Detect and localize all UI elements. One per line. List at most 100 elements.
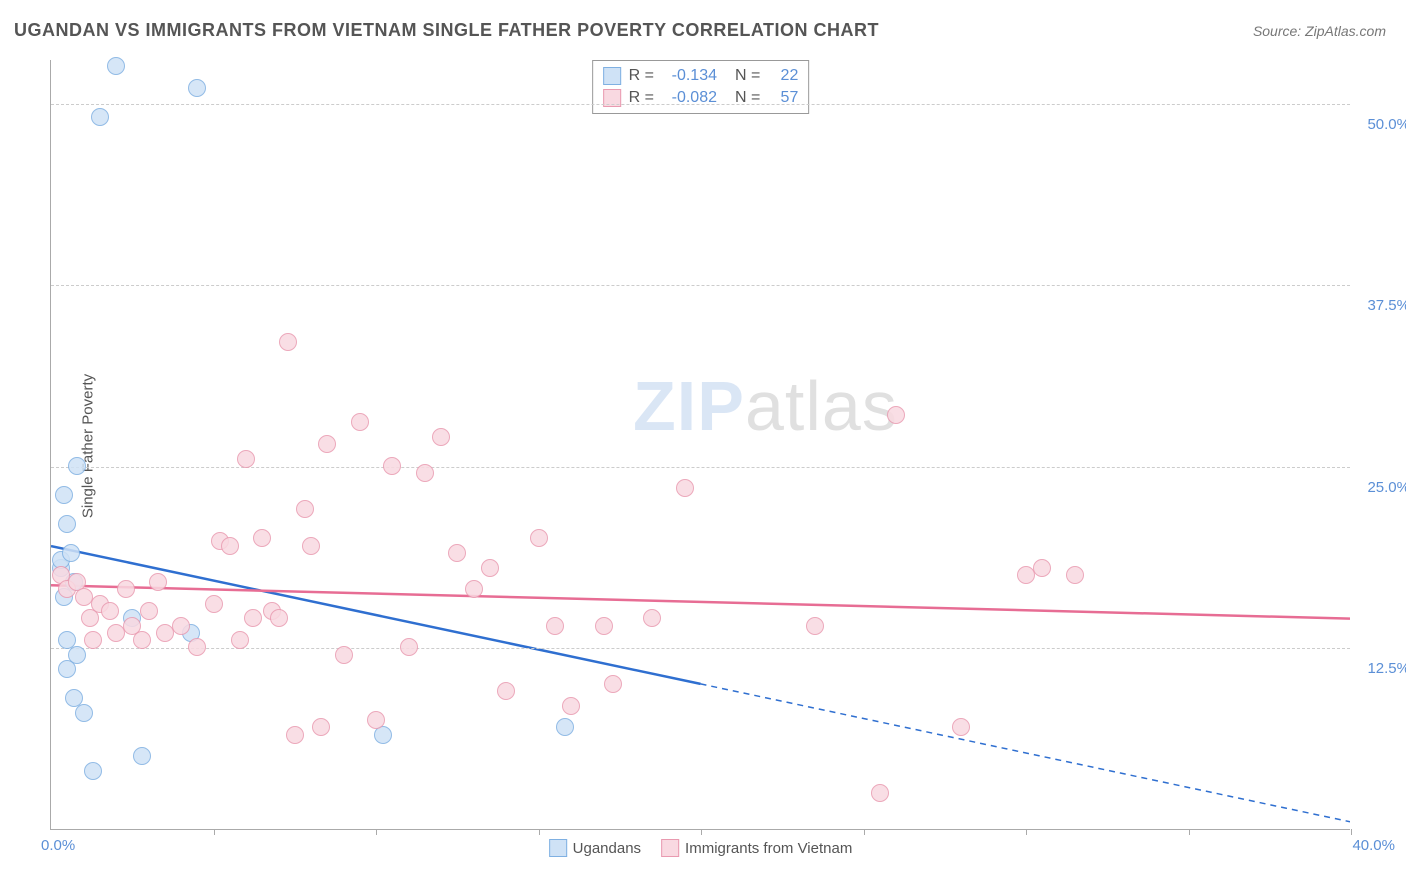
stats-legend-box: R = -0.134 N = 22 R = -0.082 N = 57 <box>592 60 810 114</box>
data-point <box>237 450 255 468</box>
data-point <box>302 537 320 555</box>
data-point <box>221 537 239 555</box>
legend-label-1: Ugandans <box>573 840 641 857</box>
data-point <box>84 631 102 649</box>
data-point <box>806 617 824 635</box>
gridline <box>51 104 1350 105</box>
watermark-atlas: atlas <box>745 367 898 445</box>
chart-title: UGANDAN VS IMMIGRANTS FROM VIETNAM SINGL… <box>14 20 879 41</box>
data-point <box>546 617 564 635</box>
data-point <box>62 544 80 562</box>
x-tick <box>376 829 377 835</box>
x-tick <box>539 829 540 835</box>
plot-area: ZIPatlas R = -0.134 N = 22 R = -0.082 N … <box>50 60 1350 830</box>
r-label-1: R = <box>629 67 654 85</box>
data-point <box>296 500 314 518</box>
r-value-1: -0.134 <box>662 67 717 85</box>
data-point <box>335 646 353 664</box>
data-point <box>58 660 76 678</box>
data-point <box>448 544 466 562</box>
watermark: ZIPatlas <box>633 366 898 446</box>
data-point <box>952 718 970 736</box>
x-axis-start-label: 0.0% <box>41 837 75 854</box>
legend-item-1: Ugandans <box>549 839 641 857</box>
data-point <box>68 457 86 475</box>
watermark-zip: ZIP <box>633 367 745 445</box>
data-point <box>367 711 385 729</box>
data-point <box>595 617 613 635</box>
data-point <box>416 464 434 482</box>
data-point <box>481 559 499 577</box>
data-point <box>556 718 574 736</box>
y-tick-label: 12.5% <box>1367 660 1406 677</box>
data-point <box>351 413 369 431</box>
data-point <box>133 631 151 649</box>
data-point <box>156 624 174 642</box>
stats-row-2: R = -0.082 N = 57 <box>603 87 799 109</box>
x-tick <box>864 829 865 835</box>
swatch-series-1 <box>603 67 621 85</box>
data-point <box>91 108 109 126</box>
data-point <box>1066 566 1084 584</box>
data-point <box>312 718 330 736</box>
x-tick <box>1351 829 1352 835</box>
data-point <box>279 333 297 351</box>
legend-swatch-2 <box>661 839 679 857</box>
x-tick <box>1026 829 1027 835</box>
x-tick <box>701 829 702 835</box>
x-axis-end-label: 40.0% <box>1352 837 1395 854</box>
data-point <box>465 580 483 598</box>
n-label-1: N = <box>735 67 760 85</box>
data-point <box>530 529 548 547</box>
data-point <box>101 602 119 620</box>
data-point <box>383 457 401 475</box>
x-tick <box>1189 829 1190 835</box>
data-point <box>432 428 450 446</box>
data-point <box>676 479 694 497</box>
data-point <box>117 580 135 598</box>
data-point <box>253 529 271 547</box>
legend-item-2: Immigrants from Vietnam <box>661 839 852 857</box>
stats-row-1: R = -0.134 N = 22 <box>603 65 799 87</box>
data-point <box>244 609 262 627</box>
data-point <box>140 602 158 620</box>
y-tick-label: 50.0% <box>1367 116 1406 133</box>
data-point <box>84 762 102 780</box>
data-point <box>107 57 125 75</box>
data-point <box>231 631 249 649</box>
data-point <box>1033 559 1051 577</box>
y-tick-label: 37.5% <box>1367 297 1406 314</box>
data-point <box>58 515 76 533</box>
data-point <box>497 682 515 700</box>
data-point <box>172 617 190 635</box>
source-label: Source: ZipAtlas.com <box>1253 23 1386 39</box>
data-point <box>188 638 206 656</box>
data-point <box>149 573 167 591</box>
data-point <box>871 784 889 802</box>
trendlines-svg <box>51 60 1350 829</box>
data-point <box>75 704 93 722</box>
data-point <box>400 638 418 656</box>
data-point <box>887 406 905 424</box>
x-tick <box>214 829 215 835</box>
legend-swatch-1 <box>549 839 567 857</box>
data-point <box>643 609 661 627</box>
data-point <box>270 609 288 627</box>
chart-header: UGANDAN VS IMMIGRANTS FROM VIETNAM SINGL… <box>14 20 1386 41</box>
data-point <box>1017 566 1035 584</box>
data-point <box>188 79 206 97</box>
gridline <box>51 648 1350 649</box>
data-point <box>604 675 622 693</box>
data-point <box>55 486 73 504</box>
data-point <box>286 726 304 744</box>
n-value-1: 22 <box>768 67 798 85</box>
data-point <box>205 595 223 613</box>
bottom-legend: Ugandans Immigrants from Vietnam <box>549 839 853 857</box>
data-point <box>562 697 580 715</box>
legend-label-2: Immigrants from Vietnam <box>685 840 852 857</box>
gridline <box>51 285 1350 286</box>
data-point <box>107 624 125 642</box>
data-point <box>133 747 151 765</box>
y-tick-label: 25.0% <box>1367 479 1406 496</box>
data-point <box>318 435 336 453</box>
